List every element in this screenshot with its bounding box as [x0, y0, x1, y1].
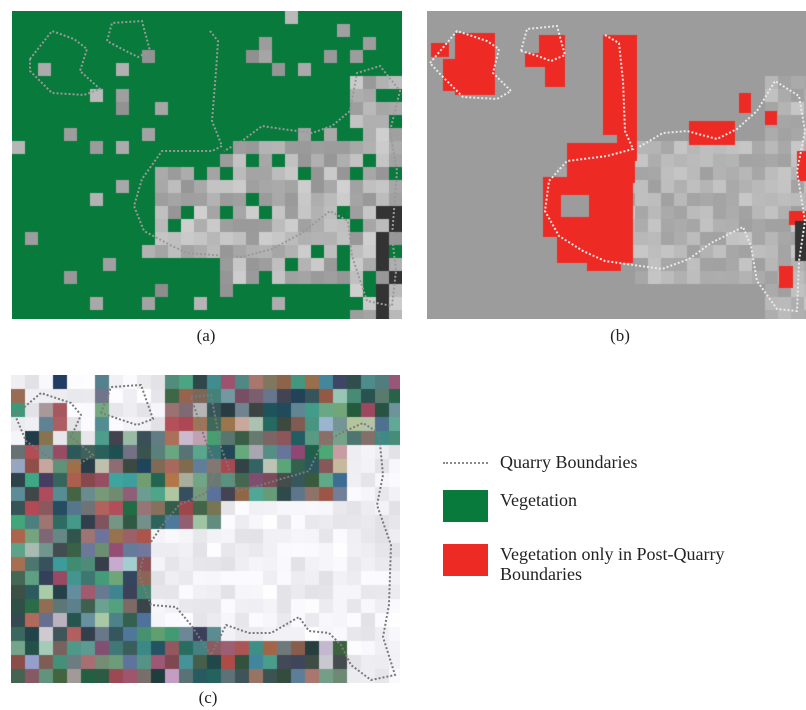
post-quarry-raster: [427, 11, 806, 319]
quarry-boundary-overlay: [29, 19, 402, 308]
panel-a-vegetation-map: [12, 11, 402, 319]
vegetation-raster: [12, 11, 402, 319]
post-quarry-swatch: [443, 544, 488, 576]
caption-a: (a): [196, 326, 216, 345]
caption-b: (b): [610, 326, 630, 345]
legend-label-boundaries: Quarry Boundaries: [500, 452, 638, 472]
boundary-line-swatch: [443, 462, 488, 464]
quarry-boundary-overlay: [14, 383, 397, 682]
legend-item-boundaries: Quarry Boundaries: [443, 452, 637, 472]
vegetation-swatch: [443, 490, 488, 522]
panel-c-satellite-image: [11, 375, 400, 683]
legend-item-post-quarry: Vegetation only in Post-Quarry Boundarie…: [443, 544, 760, 584]
quarry-boundary-overlay: [429, 24, 806, 313]
caption-c: (c): [198, 688, 218, 707]
legend-label-post-quarry: Vegetation only in Post-Quarry Boundarie…: [500, 544, 725, 584]
legend-item-vegetation: Vegetation: [443, 490, 577, 522]
legend-label-vegetation: Vegetation: [500, 490, 577, 510]
panel-b-post-quarry-vegetation-map: [427, 11, 806, 319]
